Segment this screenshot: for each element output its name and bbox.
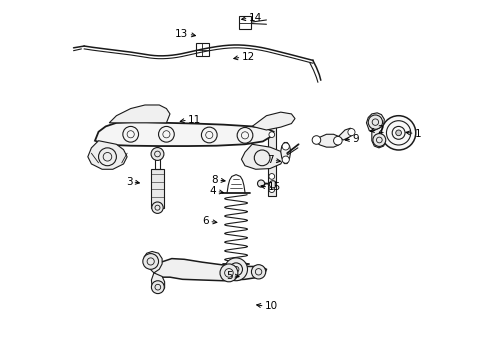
Polygon shape xyxy=(88,141,127,169)
Text: 13: 13 xyxy=(175,29,189,39)
Text: 2: 2 xyxy=(377,125,384,135)
Text: 14: 14 xyxy=(248,13,262,23)
Text: 5: 5 xyxy=(226,271,232,281)
Polygon shape xyxy=(109,105,170,123)
Polygon shape xyxy=(367,113,384,132)
Circle shape xyxy=(220,264,238,282)
Polygon shape xyxy=(95,122,273,146)
Polygon shape xyxy=(281,143,291,163)
Polygon shape xyxy=(372,126,386,148)
Circle shape xyxy=(334,136,342,145)
Circle shape xyxy=(373,134,386,147)
Polygon shape xyxy=(242,144,284,169)
Circle shape xyxy=(224,258,247,281)
Circle shape xyxy=(269,187,275,193)
Text: 11: 11 xyxy=(188,115,201,125)
Polygon shape xyxy=(151,273,165,293)
Circle shape xyxy=(282,156,289,163)
Circle shape xyxy=(151,281,164,294)
Circle shape xyxy=(368,115,383,129)
Circle shape xyxy=(258,180,265,187)
Circle shape xyxy=(396,130,401,136)
Text: 6: 6 xyxy=(203,216,209,226)
FancyBboxPatch shape xyxy=(151,169,164,208)
Circle shape xyxy=(270,181,276,188)
Text: 9: 9 xyxy=(352,134,359,144)
Polygon shape xyxy=(154,258,267,281)
Circle shape xyxy=(312,136,321,144)
Circle shape xyxy=(282,143,289,150)
Polygon shape xyxy=(339,128,354,140)
Circle shape xyxy=(152,202,163,213)
Circle shape xyxy=(381,116,416,150)
Text: 15: 15 xyxy=(268,182,281,192)
Polygon shape xyxy=(315,134,341,147)
FancyBboxPatch shape xyxy=(268,125,276,196)
Text: 3: 3 xyxy=(126,177,132,187)
Circle shape xyxy=(251,265,266,279)
Text: 4: 4 xyxy=(210,186,217,197)
Text: 12: 12 xyxy=(242,52,255,62)
Text: 8: 8 xyxy=(212,175,218,185)
Circle shape xyxy=(348,129,355,136)
Text: 1: 1 xyxy=(415,129,421,139)
Circle shape xyxy=(151,148,164,161)
Circle shape xyxy=(143,253,159,269)
Text: 10: 10 xyxy=(265,301,278,311)
Polygon shape xyxy=(144,251,162,273)
Circle shape xyxy=(269,132,275,138)
Circle shape xyxy=(269,174,275,179)
Text: 7: 7 xyxy=(267,156,273,165)
Polygon shape xyxy=(252,112,295,130)
